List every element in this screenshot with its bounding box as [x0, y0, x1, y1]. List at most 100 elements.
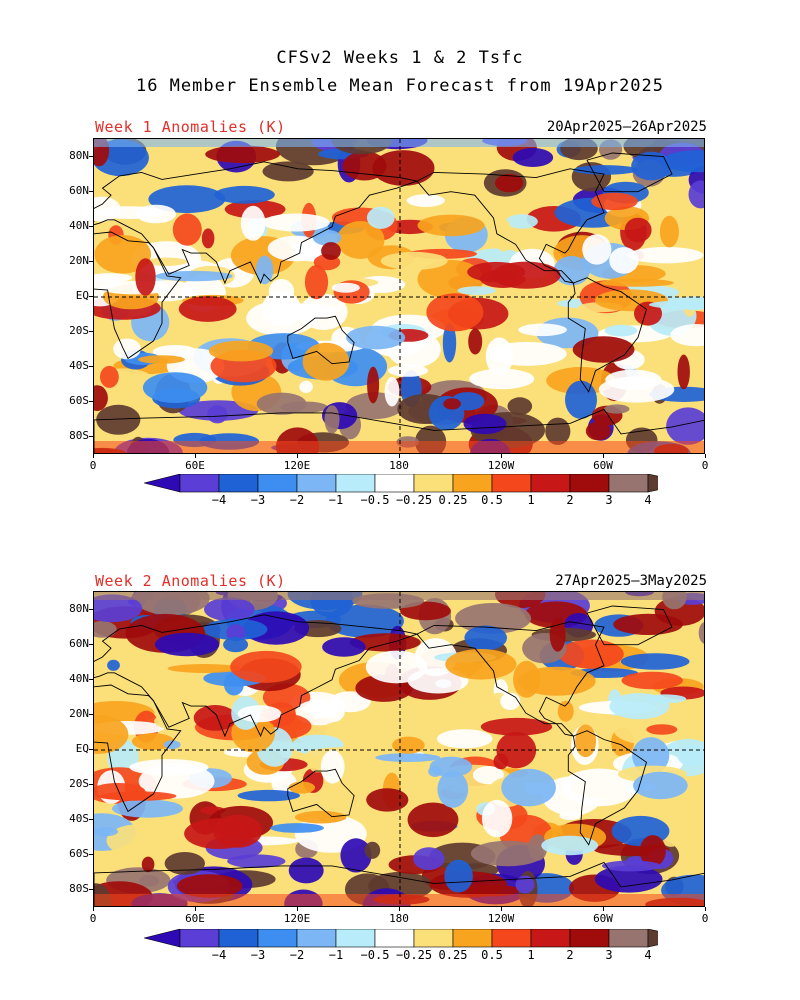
colorbar-tick-label: 1	[527, 948, 535, 962]
lat-label: 20S	[69, 777, 89, 791]
lat-label: 80N	[69, 148, 89, 162]
lon-label: 180	[389, 459, 409, 472]
lat-label: 40S	[69, 359, 89, 373]
lat-tick	[89, 225, 93, 227]
colorbar-tick-label: 2	[566, 948, 574, 962]
lat-tick	[89, 678, 93, 680]
lon-tick	[195, 907, 196, 911]
lat-label: 60N	[69, 183, 89, 197]
colorbar-swatch	[296, 928, 337, 948]
lon-label: 60W	[593, 912, 613, 925]
lon-tick	[705, 907, 706, 911]
lat-label: 40S	[69, 812, 89, 826]
colorbar-swatch	[452, 473, 493, 493]
lat-label: EQ	[75, 742, 89, 755]
lat-tick	[89, 331, 93, 333]
lat-label: 60N	[69, 636, 89, 650]
lon-tick	[399, 907, 400, 911]
colorbar-swatch	[569, 473, 610, 493]
lat-tick	[89, 749, 93, 750]
colorbar-low-arrow	[143, 473, 181, 493]
lat-label: 80N	[69, 601, 89, 615]
colorbar-tick-label: −0.25	[395, 948, 433, 962]
lon-label: 60W	[593, 459, 613, 472]
lon-tick	[705, 454, 706, 458]
colorbar-tick-label: 0.5	[481, 948, 503, 962]
lat-label: 20N	[69, 253, 89, 267]
figure-title-line1: CFSv2 Weeks 1 & 2 Tsfc	[276, 48, 524, 68]
panel1-anomaly-field	[94, 139, 704, 453]
colorbar-tick-label: −1	[328, 948, 344, 962]
colorbar-tick-label: −0.5	[360, 948, 390, 962]
colorbar-high-arrow	[647, 473, 691, 493]
lon-label: 120W	[487, 912, 515, 925]
panel1-date-range: 20Apr2025—26Apr2025	[546, 119, 707, 135]
colorbar-swatch	[452, 928, 493, 948]
lon-label: 60E	[185, 459, 205, 472]
colorbar-swatch	[569, 928, 610, 948]
lon-tick	[297, 907, 298, 911]
lat-label: EQ	[75, 289, 89, 302]
panel1-map	[93, 138, 705, 454]
figure-title-line2: 16 Member Ensemble Mean Forecast from 19…	[135, 76, 665, 96]
colorbar-swatch	[179, 473, 220, 493]
colorbar-swatch	[218, 473, 259, 493]
lat-tick	[89, 401, 93, 403]
lat-label: 20S	[69, 324, 89, 338]
colorbar-tick-label: 4	[644, 493, 652, 507]
lat-tick	[89, 819, 93, 821]
lon-tick	[93, 907, 94, 911]
colorbar-tick-label: 1	[527, 493, 535, 507]
colorbar-tick-label: −3	[250, 493, 266, 507]
lat-label: 20N	[69, 706, 89, 720]
panel2-colorbar	[143, 928, 691, 953]
colorbar-swatch	[374, 473, 415, 493]
panel1-label: Week 1 Anomalies (K)	[95, 118, 286, 136]
lon-tick	[399, 454, 400, 458]
colorbar-swatch	[413, 928, 454, 948]
colorbar-swatch	[218, 928, 259, 948]
colorbar-swatch	[491, 928, 532, 948]
lat-tick	[89, 854, 93, 856]
lat-label: 80S	[69, 429, 89, 443]
colorbar-tick-label: 0.25	[438, 493, 468, 507]
colorbar-tick-label: 2	[566, 493, 574, 507]
lat-tick	[89, 155, 93, 157]
panel2-label: Week 2 Anomalies (K)	[95, 572, 286, 590]
colorbar-swatch	[530, 473, 571, 493]
lon-label: 0	[89, 459, 97, 472]
colorbar-tick-label: −1	[328, 493, 344, 507]
lat-tick	[89, 713, 93, 715]
lon-label: 60E	[185, 912, 205, 925]
colorbar-swatch	[530, 928, 571, 948]
panel2-date-range: 27Apr2025—3May2025	[555, 573, 707, 589]
lon-tick	[93, 454, 94, 458]
lat-tick	[89, 608, 93, 610]
colorbar-high-arrow	[647, 928, 691, 948]
colorbar-tick-label: −4	[211, 948, 227, 962]
lat-tick	[89, 190, 93, 192]
colorbar-tick-label: −0.5	[360, 493, 390, 507]
lon-tick	[195, 454, 196, 458]
colorbar-swatch	[491, 473, 532, 493]
lon-label: 120W	[487, 459, 515, 472]
colorbar-swatch	[413, 473, 454, 493]
colorbar-swatch	[335, 928, 376, 948]
lat-tick	[89, 784, 93, 786]
panel2-anomaly-field	[94, 592, 704, 906]
lat-label: 60S	[69, 847, 89, 861]
lat-tick	[89, 366, 93, 368]
lat-label: 40N	[69, 671, 89, 685]
lon-label: 0	[89, 912, 97, 925]
colorbar-tick-label: −3	[250, 948, 266, 962]
lon-label: 120E	[283, 912, 311, 925]
lat-label: 80S	[69, 882, 89, 896]
lat-label: 60S	[69, 394, 89, 408]
colorbar-swatch	[257, 928, 298, 948]
colorbar-tick-label: −0.25	[395, 493, 433, 507]
colorbar-tick-label: −2	[289, 948, 305, 962]
colorbar-swatch	[608, 928, 649, 948]
colorbar-low-arrow	[143, 928, 181, 948]
lon-tick	[603, 454, 604, 458]
lat-tick	[89, 643, 93, 645]
